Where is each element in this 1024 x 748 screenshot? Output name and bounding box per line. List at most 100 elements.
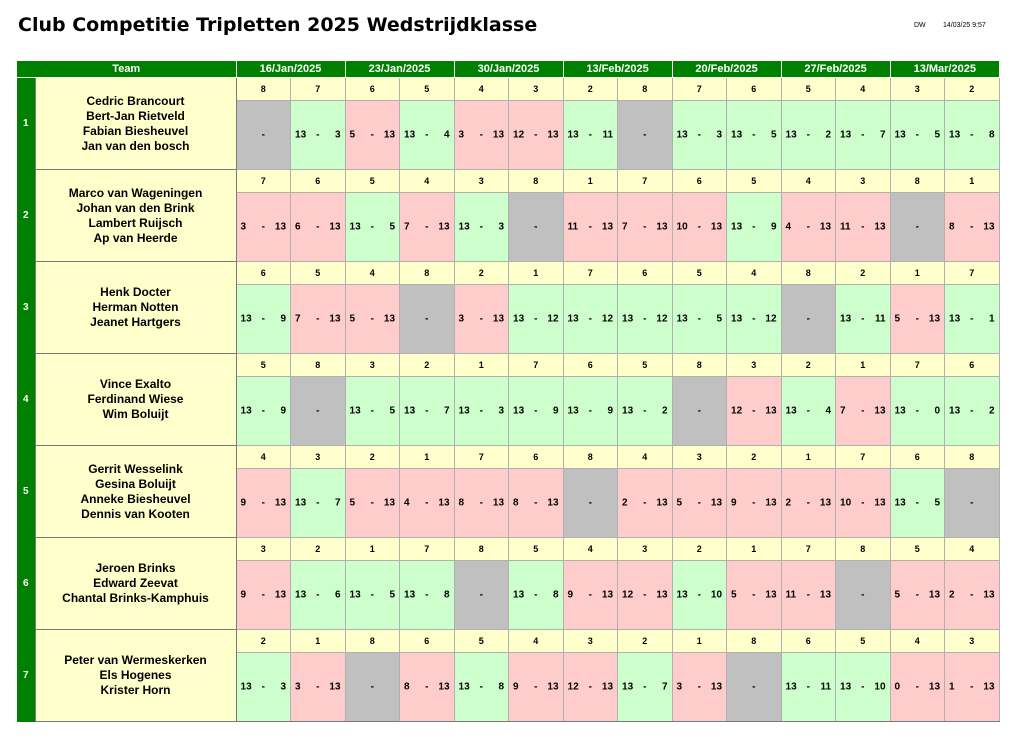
score-opponent: 13 bbox=[329, 681, 341, 693]
opponent-number: 3 bbox=[671, 445, 728, 469]
date-header: 20/Feb/2025 bbox=[671, 61, 782, 78]
player-name: Herman Notten bbox=[92, 300, 179, 314]
score-own: 13 bbox=[295, 497, 307, 509]
team-players: Gerrit Wesselink Gesina Boluijt Anneke Bie… bbox=[34, 445, 237, 538]
score-opponent: 7 bbox=[879, 129, 886, 141]
score-cell-loss: 8 -13 bbox=[508, 468, 564, 538]
score-own: 13 bbox=[513, 405, 525, 417]
score-cell-win: 13- 0 bbox=[889, 376, 946, 446]
score-own: 13 bbox=[676, 313, 688, 325]
score-cell-loss: 5 -13 bbox=[726, 560, 782, 630]
player-name: Bert-Jan Rietveld bbox=[86, 108, 185, 123]
score-own: 12 bbox=[731, 405, 743, 417]
score-opponent: 8 bbox=[552, 589, 559, 601]
opponent-number: 1 bbox=[290, 629, 346, 653]
score-separator: - bbox=[261, 221, 265, 233]
score-cell-win: 13- 5 bbox=[671, 284, 728, 354]
opponent-row: 3 Henk Docter Herman Notten Jeanet Hartgers… bbox=[17, 261, 1000, 354]
competition-table: Team 16/Jan/2025 23/Jan/2025 30/Jan/2025… bbox=[17, 61, 1000, 722]
score-opponent: 13 bbox=[383, 129, 396, 141]
score-opponent: 13 bbox=[438, 221, 450, 233]
score-own: 13 bbox=[785, 129, 797, 141]
score-cell-loss: 5 -13 bbox=[889, 560, 946, 630]
score-cell-loss: 6 -13 bbox=[290, 192, 346, 262]
score-separator: - bbox=[697, 497, 701, 509]
score-cell-loss: 12-13 bbox=[617, 560, 673, 630]
score-cell-loss: 2 -13 bbox=[944, 560, 1000, 630]
score-separator: - bbox=[806, 405, 810, 417]
opponent-number: 5 bbox=[235, 353, 292, 377]
score-opponent: 12 bbox=[547, 313, 559, 325]
score-separator: - bbox=[970, 129, 974, 141]
score-own: 13 bbox=[894, 405, 906, 417]
opponent-number: 7 bbox=[508, 353, 564, 377]
score-own: 13 bbox=[295, 129, 307, 141]
score-separator: - bbox=[970, 681, 974, 693]
score-opponent: 13 bbox=[492, 313, 505, 325]
score-own: 13 bbox=[567, 313, 579, 325]
player-name: Chantal Brinks-Kamphuis bbox=[62, 591, 209, 605]
score-separator: - bbox=[806, 681, 810, 693]
score-own: 11 bbox=[785, 589, 797, 601]
score-separator: - bbox=[970, 589, 974, 601]
author-initials: DW bbox=[914, 22, 926, 29]
opponent-number: 3 bbox=[944, 629, 1000, 653]
score-separator: - bbox=[316, 589, 320, 601]
score-opponent: 2 bbox=[988, 405, 995, 417]
score-separator: - bbox=[534, 405, 538, 417]
score-own: 13 bbox=[567, 405, 579, 417]
score-cell-loss: 7 -13 bbox=[835, 376, 891, 446]
score-opponent: 10 bbox=[874, 681, 886, 693]
score-opponent: 2 bbox=[661, 405, 668, 417]
score-opponent: 5 bbox=[389, 589, 396, 601]
score-opponent: 7 bbox=[334, 497, 341, 509]
player-name: Wim Boluijt bbox=[102, 407, 169, 421]
score-cell-win: 13- 9 bbox=[726, 192, 782, 262]
opponent-number: 8 bbox=[290, 353, 346, 377]
opponent-number: 5 bbox=[617, 353, 673, 377]
opponent-number: 4 bbox=[726, 261, 782, 285]
score-separator: - bbox=[534, 313, 538, 325]
score-own: 13 bbox=[240, 405, 252, 417]
bye-cell: - bbox=[562, 468, 619, 538]
score-cell-loss: 12-13 bbox=[508, 100, 564, 170]
score-own: 13 bbox=[949, 129, 961, 141]
opponent-number: 2 bbox=[835, 261, 891, 285]
score-separator: - bbox=[370, 681, 374, 693]
score-separator: - bbox=[425, 589, 429, 601]
bye-cell: - bbox=[453, 560, 510, 630]
score-cell-loss: 7 -13 bbox=[290, 284, 346, 354]
score-opponent: 13 bbox=[492, 497, 505, 509]
opponent-number: 6 bbox=[235, 261, 292, 285]
score-cell-win: 13-11 bbox=[562, 100, 619, 170]
score-separator: - bbox=[643, 129, 647, 141]
score-own: 13 bbox=[404, 405, 416, 417]
team-number: 3 bbox=[17, 261, 35, 354]
score-cell-loss: 9 -13 bbox=[562, 560, 619, 630]
score-own: 7 bbox=[622, 221, 628, 233]
score-own: 13 bbox=[731, 129, 743, 141]
opponent-number: 4 bbox=[944, 537, 1000, 561]
team-players: Marco van Wageningen Johan van den Brink L… bbox=[34, 169, 237, 262]
opponent-number: 1 bbox=[835, 353, 891, 377]
score-separator: - bbox=[261, 589, 265, 601]
opponent-number: 4 bbox=[399, 169, 455, 193]
player-name: Vince Exalto bbox=[99, 377, 172, 391]
opponent-number: 7 bbox=[290, 77, 346, 101]
score-cell-win: 13- 7 bbox=[399, 376, 455, 446]
opponent-number: 7 bbox=[453, 445, 510, 469]
score-cell-loss: 4 -13 bbox=[780, 192, 837, 262]
score-cell-win: 13- 3 bbox=[453, 376, 510, 446]
score-own: 2 bbox=[622, 497, 628, 509]
score-separator: - bbox=[643, 405, 647, 417]
score-cell-win: 13-12 bbox=[726, 284, 782, 354]
score-separator: - bbox=[479, 589, 483, 601]
score-own: 7 bbox=[295, 313, 301, 325]
score-separator: - bbox=[479, 681, 483, 693]
score-separator: - bbox=[316, 497, 320, 509]
score-own: 13 bbox=[349, 405, 361, 417]
score-opponent: 13 bbox=[601, 221, 614, 233]
score-opponent: 3 bbox=[498, 221, 505, 233]
score-cell-loss: 5 -13 bbox=[671, 468, 728, 538]
score-separator: - bbox=[370, 129, 374, 141]
